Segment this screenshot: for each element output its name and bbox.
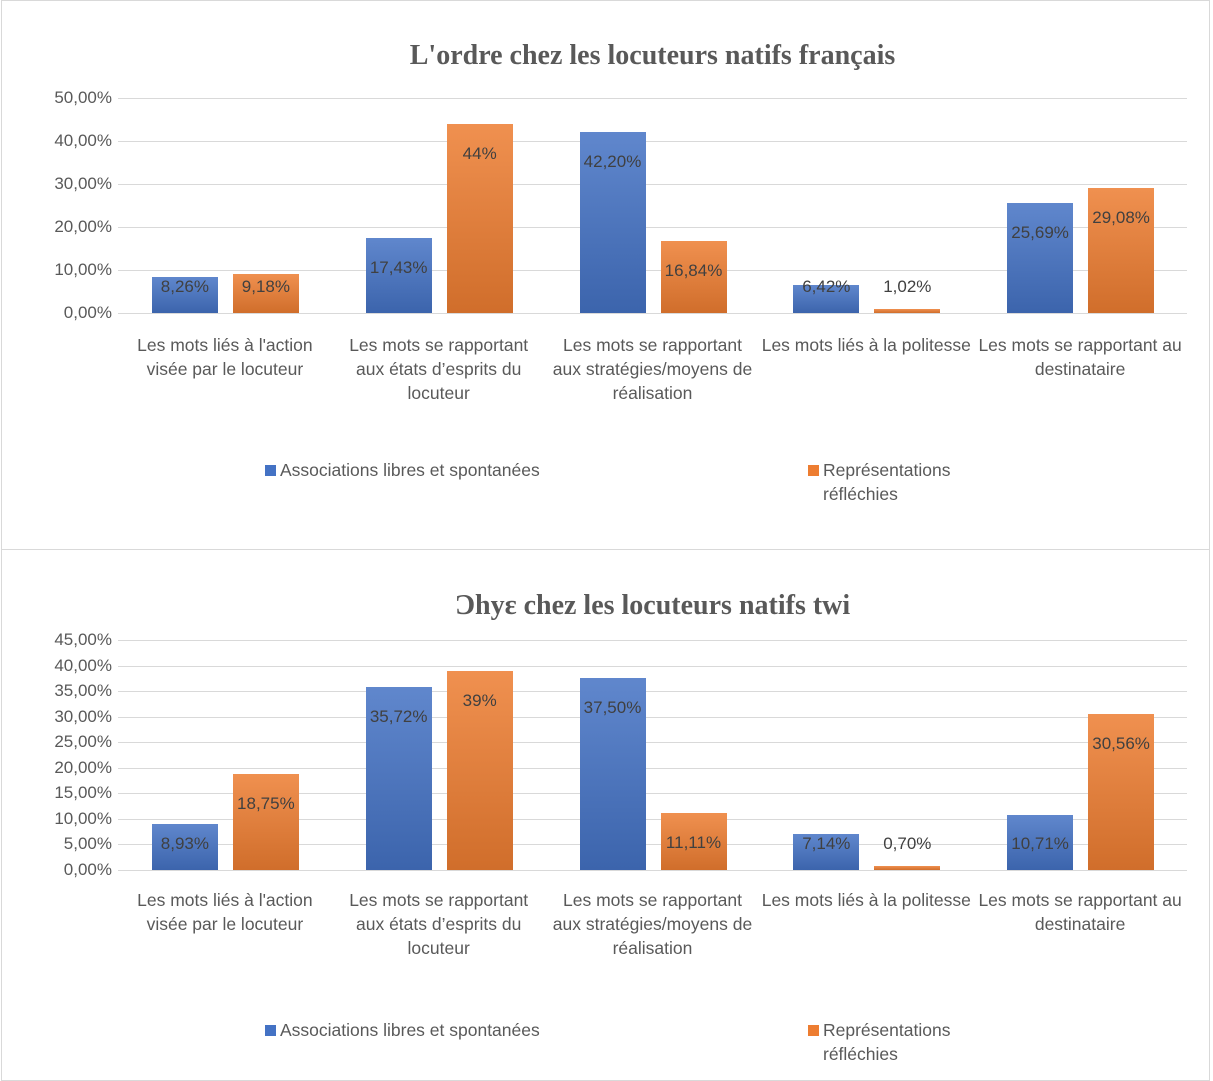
x-tick-label: Les mots se rapportant aux états d’espri… <box>349 890 529 958</box>
bar <box>1088 713 1155 870</box>
legend-label: Représentations réfléchies <box>823 460 951 504</box>
bar <box>1007 815 1074 870</box>
legend-swatch <box>808 465 819 476</box>
data-label: 18,75% <box>237 794 295 814</box>
x-tick-label: Les mots se rapportant aux états d’espri… <box>349 335 529 403</box>
x-tick-label: Les mots liés à l'action visée par le lo… <box>137 335 313 379</box>
bar <box>151 824 218 870</box>
x-tick-label: Les mots se rapportant au destinataire <box>978 890 1182 934</box>
x-tick-label: Les mots se rapportant aux stratégies/mo… <box>552 335 753 403</box>
data-label: 25,69% <box>1011 222 1069 242</box>
data-label: 8,26% <box>160 277 209 296</box>
data-label: 1,02% <box>883 277 932 296</box>
grid-line <box>118 870 1187 871</box>
grid-line <box>118 767 1187 769</box>
grid-line <box>118 270 1187 271</box>
legend-label: Associations libres et spontanées <box>280 1020 540 1040</box>
bar <box>151 277 218 313</box>
bar <box>446 670 513 870</box>
bar <box>793 285 860 313</box>
grid-line <box>118 98 1187 99</box>
data-label: 30,56% <box>1092 733 1150 753</box>
data-label: 37,50% <box>583 698 642 718</box>
y-tick-label: 5,00% <box>63 834 112 854</box>
data-label: 8,93% <box>160 834 209 853</box>
data-label: 35,72% <box>369 707 428 727</box>
bar <box>793 833 860 870</box>
bar <box>1088 187 1155 313</box>
y-tick-label: 25,00% <box>54 732 112 752</box>
x-tick-label: Les mots liés à la politesse <box>761 890 971 910</box>
bar <box>1007 202 1074 313</box>
y-tick-label: 10,00% <box>54 808 112 828</box>
data-label: 39% <box>462 690 497 710</box>
bar <box>874 308 941 313</box>
legend-swatch <box>265 1025 276 1036</box>
y-tick-label: 30,00% <box>54 174 112 193</box>
grid-line <box>118 691 1187 693</box>
bar <box>579 678 646 870</box>
grid-line <box>118 818 1187 820</box>
data-label: 29,08% <box>1092 207 1150 227</box>
data-label: 42,20% <box>583 151 642 171</box>
data-label: 44% <box>462 143 497 163</box>
y-tick-label: 20,00% <box>54 757 112 777</box>
grid-line <box>118 640 1187 641</box>
bar <box>579 131 646 313</box>
grid-line <box>118 793 1187 795</box>
legend-label: Représentations réfléchies <box>823 1020 951 1064</box>
data-label: 11,11% <box>665 833 722 853</box>
bar <box>660 240 727 313</box>
y-tick-label: 30,00% <box>54 706 112 726</box>
y-tick-label: 40,00% <box>54 655 112 675</box>
bar <box>874 866 941 870</box>
x-tick-label: Les mots liés à la politesse <box>761 335 971 355</box>
data-label: 16,84% <box>664 260 723 280</box>
bar <box>232 774 299 870</box>
y-tick-label: 10,00% <box>54 260 112 279</box>
grid-line <box>118 313 1187 314</box>
grid-line <box>118 141 1187 142</box>
bar <box>365 687 432 870</box>
y-tick-label: 15,00% <box>54 783 112 803</box>
data-label: 6,42% <box>802 277 851 296</box>
grid-line <box>118 716 1187 718</box>
data-label: 10,71% <box>1011 834 1069 853</box>
y-tick-label: 20,00% <box>54 217 112 236</box>
grid-line <box>118 184 1187 185</box>
x-tick-label: Les mots se rapportant aux stratégies/mo… <box>552 890 753 958</box>
legend-swatch <box>265 465 276 476</box>
grid-line <box>118 665 1187 667</box>
data-label: 17,43% <box>369 258 428 278</box>
y-tick-label: 45,00% <box>54 630 112 649</box>
y-tick-label: 50,00% <box>54 88 112 107</box>
bar <box>365 238 432 313</box>
x-tick-label: Les mots se rapportant au destinataire <box>978 335 1182 379</box>
grid-line <box>118 844 1187 846</box>
data-label: 0,70% <box>883 834 932 853</box>
y-tick-label: 0,00% <box>63 860 112 879</box>
data-label: 7,14% <box>802 834 851 853</box>
x-tick-label: Les mots liés à l'action visée par le lo… <box>137 890 313 934</box>
data-label: 9,18% <box>241 277 290 296</box>
legend-swatch <box>808 1025 819 1036</box>
chart-title: L'ordre chez les locuteurs natifs frança… <box>409 40 896 71</box>
bar <box>232 273 299 313</box>
chart-title: Ɔhyɛ chez les locuteurs natifs twi <box>454 590 851 621</box>
y-tick-label: 40,00% <box>54 131 112 150</box>
legend-label: Associations libres et spontanées <box>280 460 540 480</box>
grid-line <box>118 227 1187 228</box>
bar <box>446 123 513 313</box>
y-tick-label: 35,00% <box>54 681 112 701</box>
bar <box>660 813 727 870</box>
y-tick-label: 0,00% <box>63 303 112 322</box>
grid-line <box>118 742 1187 744</box>
